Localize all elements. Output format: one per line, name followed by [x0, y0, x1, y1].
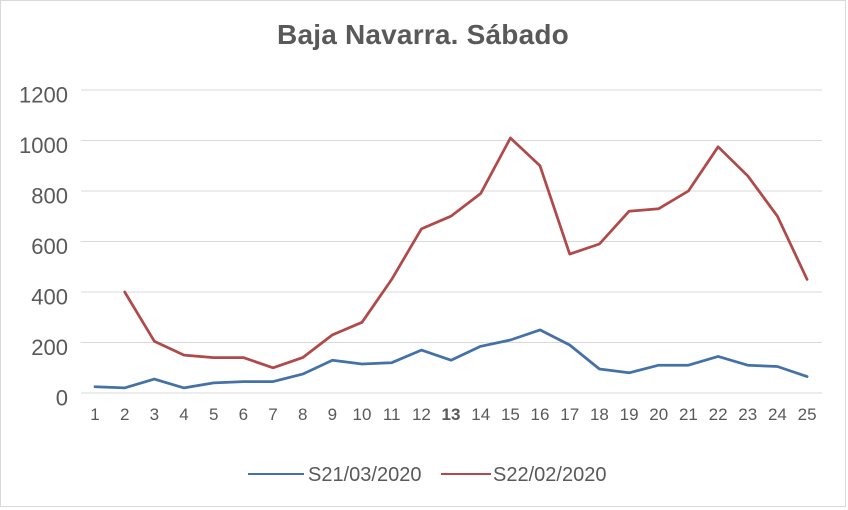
svg-text:1200: 1200	[19, 83, 68, 108]
svg-text:200: 200	[31, 335, 68, 360]
svg-text:0: 0	[56, 386, 68, 411]
svg-text:2: 2	[120, 405, 129, 424]
svg-text:24: 24	[768, 405, 787, 424]
svg-text:18: 18	[590, 405, 609, 424]
svg-text:13: 13	[442, 405, 461, 424]
svg-text:14: 14	[471, 405, 490, 424]
svg-text:5: 5	[209, 405, 218, 424]
svg-text:23: 23	[738, 405, 757, 424]
svg-text:6: 6	[239, 405, 248, 424]
svg-text:4: 4	[179, 405, 188, 424]
svg-text:17: 17	[560, 405, 579, 424]
svg-text:8: 8	[298, 405, 307, 424]
svg-text:10: 10	[353, 405, 372, 424]
svg-text:22: 22	[709, 405, 728, 424]
svg-text:25: 25	[798, 405, 817, 424]
svg-text:3: 3	[150, 405, 159, 424]
svg-text:21: 21	[679, 405, 698, 424]
svg-text:400: 400	[31, 285, 68, 310]
svg-text:7: 7	[268, 405, 277, 424]
svg-text:9: 9	[328, 405, 337, 424]
svg-text:11: 11	[383, 405, 401, 424]
svg-text:20: 20	[649, 405, 668, 424]
svg-text:16: 16	[531, 405, 550, 424]
svg-text:800: 800	[31, 184, 68, 209]
svg-text:600: 600	[31, 234, 68, 259]
svg-text:1: 1	[90, 405, 99, 424]
svg-text:1000: 1000	[19, 133, 68, 158]
svg-text:12: 12	[412, 405, 431, 424]
svg-text:19: 19	[620, 405, 639, 424]
svg-text:15: 15	[501, 405, 520, 424]
